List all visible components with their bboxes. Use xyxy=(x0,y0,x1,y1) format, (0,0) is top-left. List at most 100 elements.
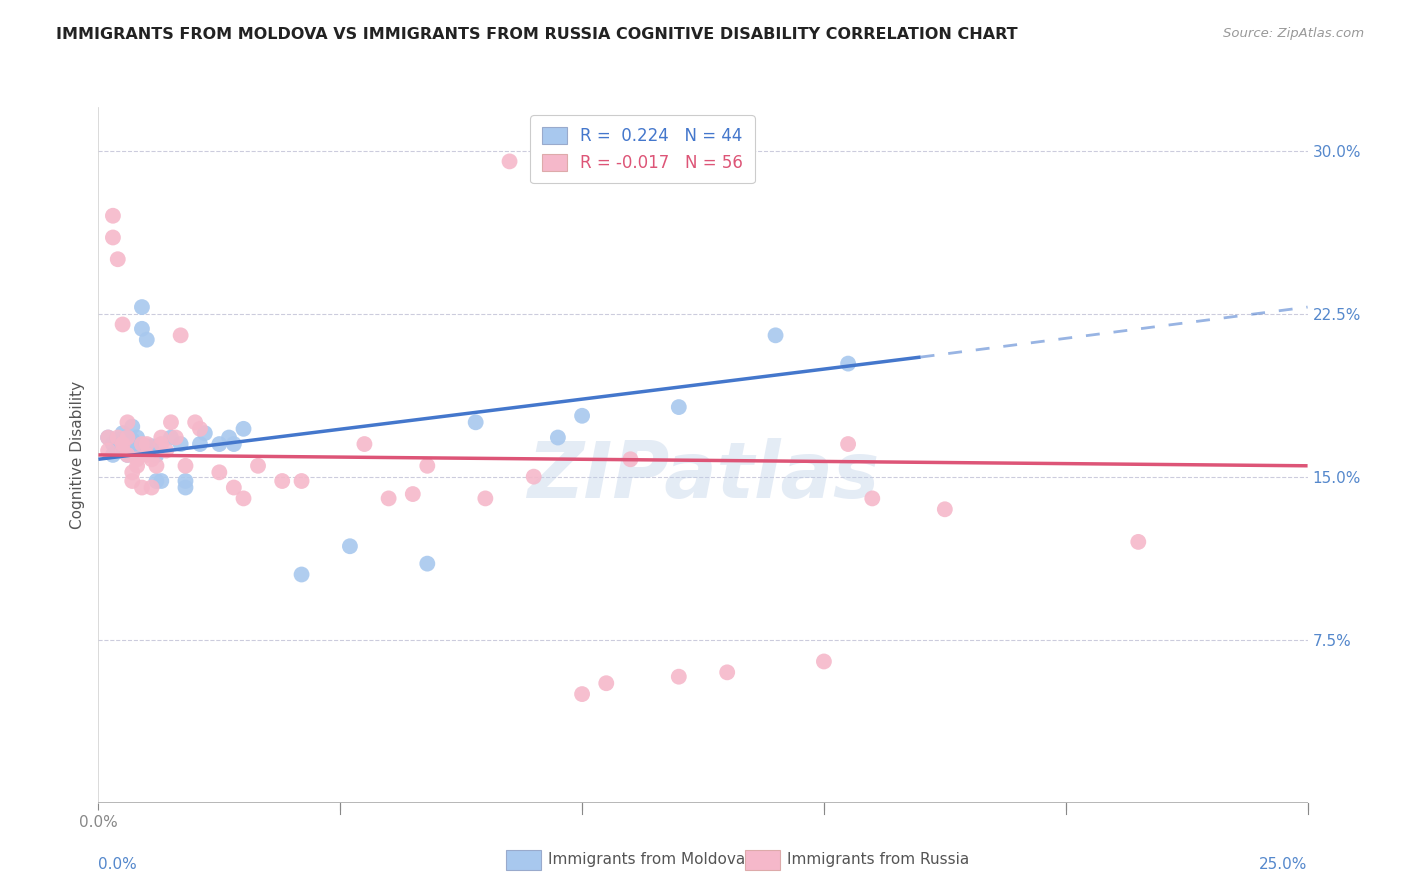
Point xyxy=(131,322,153,336)
Point xyxy=(377,491,399,506)
Point xyxy=(716,665,738,680)
Point xyxy=(174,458,197,473)
Point xyxy=(222,481,245,495)
Point xyxy=(160,431,183,445)
Point xyxy=(174,474,197,488)
Point xyxy=(547,431,569,445)
Point xyxy=(218,431,240,445)
Point xyxy=(121,433,143,447)
Text: 25.0%: 25.0% xyxy=(1260,857,1308,872)
Point xyxy=(571,409,593,423)
Point xyxy=(141,481,163,495)
Point xyxy=(416,557,439,571)
Point xyxy=(402,487,425,501)
Point xyxy=(232,422,254,436)
Point xyxy=(668,400,690,414)
Y-axis label: Cognitive Disability: Cognitive Disability xyxy=(69,381,84,529)
Point xyxy=(595,676,617,690)
Text: Source: ZipAtlas.com: Source: ZipAtlas.com xyxy=(1223,27,1364,40)
Text: 0.0%: 0.0% xyxy=(98,857,138,872)
Text: Immigrants from Russia: Immigrants from Russia xyxy=(787,853,970,867)
Point xyxy=(290,567,312,582)
Point xyxy=(101,209,124,223)
Point xyxy=(107,431,129,445)
Point xyxy=(934,502,956,516)
Text: ZIPatlas: ZIPatlas xyxy=(527,438,879,514)
Point xyxy=(107,252,129,267)
Point xyxy=(127,458,149,473)
Point xyxy=(150,474,173,488)
Point xyxy=(571,687,593,701)
Point xyxy=(131,437,153,451)
Point xyxy=(813,655,835,669)
Point xyxy=(188,437,211,451)
Point xyxy=(97,431,120,445)
Point xyxy=(1128,535,1150,549)
Point xyxy=(117,437,139,451)
Point xyxy=(111,437,134,451)
Point xyxy=(135,437,157,451)
Point xyxy=(141,443,163,458)
Text: Immigrants from Moldova: Immigrants from Moldova xyxy=(548,853,745,867)
Point xyxy=(145,474,167,488)
Point xyxy=(860,491,883,506)
Point xyxy=(117,448,139,462)
Point xyxy=(339,539,361,553)
Point xyxy=(117,431,139,445)
Point xyxy=(208,437,231,451)
Point xyxy=(160,415,183,429)
Point xyxy=(127,443,149,458)
Point xyxy=(135,333,157,347)
Point xyxy=(107,433,129,447)
Point xyxy=(498,154,520,169)
Point xyxy=(111,437,134,451)
Text: IMMIGRANTS FROM MOLDOVA VS IMMIGRANTS FROM RUSSIA COGNITIVE DISABILITY CORRELATI: IMMIGRANTS FROM MOLDOVA VS IMMIGRANTS FR… xyxy=(56,27,1018,42)
Point xyxy=(131,481,153,495)
Point xyxy=(668,670,690,684)
Point xyxy=(145,448,167,462)
Point xyxy=(271,474,294,488)
Point xyxy=(127,452,149,467)
Point xyxy=(194,426,217,441)
Point xyxy=(117,448,139,462)
Point xyxy=(232,491,254,506)
Point xyxy=(765,328,787,343)
Point xyxy=(619,452,641,467)
Point xyxy=(121,466,143,480)
Point xyxy=(474,491,496,506)
Point xyxy=(111,443,134,458)
Point xyxy=(121,419,143,434)
Point xyxy=(127,431,149,445)
Point xyxy=(169,328,191,343)
Point xyxy=(101,448,124,462)
Point xyxy=(101,230,124,244)
Point xyxy=(121,443,143,458)
Point xyxy=(145,458,167,473)
Point xyxy=(101,437,124,451)
Point xyxy=(208,466,231,480)
Point xyxy=(97,443,120,458)
Point xyxy=(135,439,157,453)
Point xyxy=(837,437,859,451)
Point xyxy=(141,439,163,453)
Point xyxy=(155,443,177,458)
Point xyxy=(131,300,153,314)
Point xyxy=(523,469,546,483)
Point xyxy=(111,443,134,458)
Point xyxy=(111,426,134,441)
Point xyxy=(117,415,139,429)
Point xyxy=(111,318,134,332)
Point xyxy=(353,437,375,451)
Point xyxy=(174,481,197,495)
Point xyxy=(97,431,120,445)
Point xyxy=(150,437,173,451)
Point xyxy=(165,431,187,445)
Legend: R =  0.224   N = 44, R = -0.017   N = 56: R = 0.224 N = 44, R = -0.017 N = 56 xyxy=(530,115,755,184)
Point xyxy=(184,415,207,429)
Point xyxy=(464,415,486,429)
Point xyxy=(222,437,245,451)
Point xyxy=(107,443,129,458)
Point xyxy=(135,448,157,462)
Point xyxy=(547,154,569,169)
Point xyxy=(150,431,173,445)
